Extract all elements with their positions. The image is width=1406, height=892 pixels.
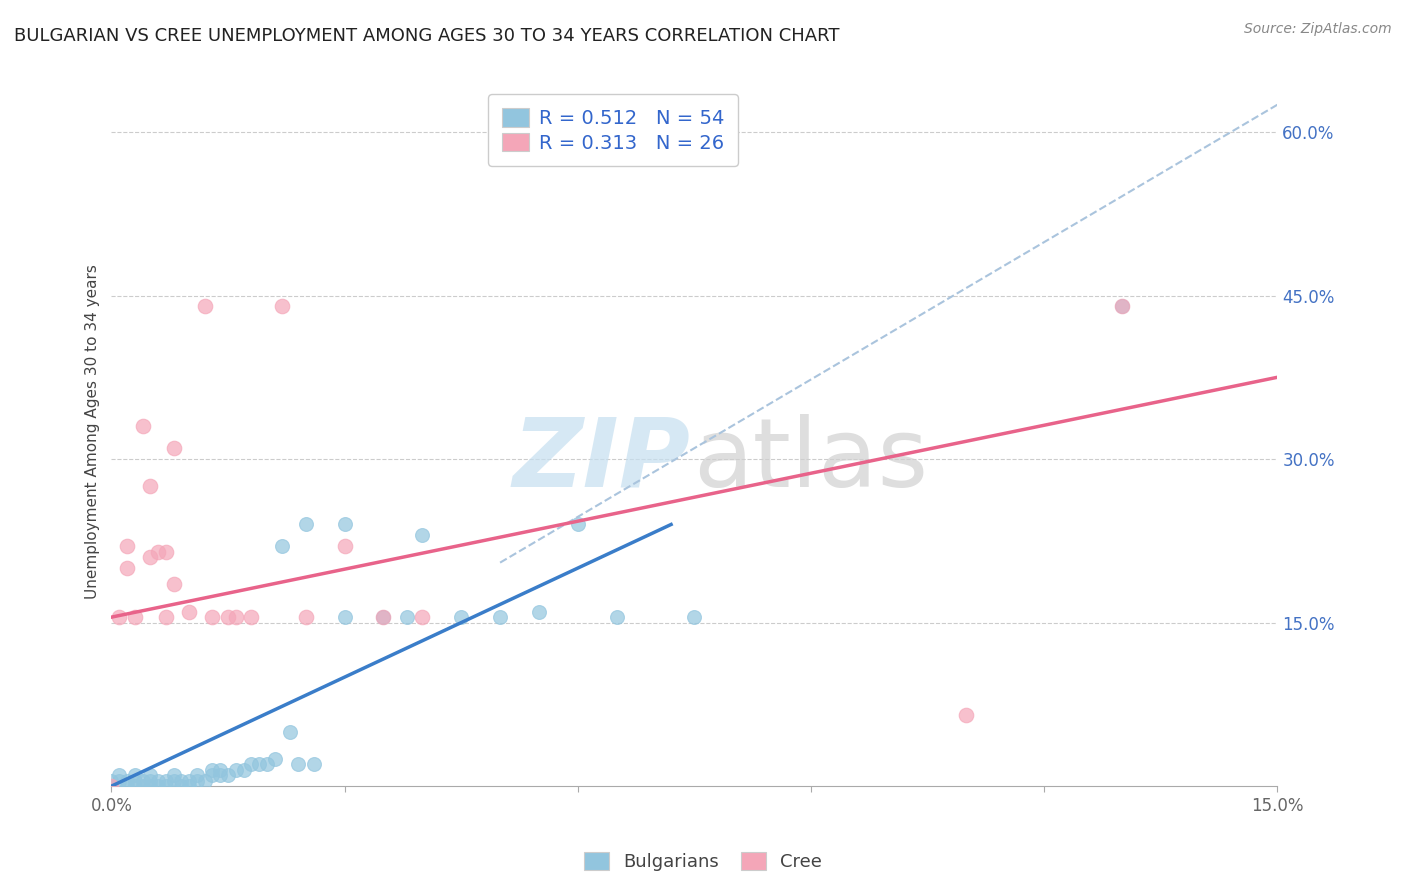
Text: BULGARIAN VS CREE UNEMPLOYMENT AMONG AGES 30 TO 34 YEARS CORRELATION CHART: BULGARIAN VS CREE UNEMPLOYMENT AMONG AGE… bbox=[14, 27, 839, 45]
Point bbox=[124, 768, 146, 782]
Point bbox=[567, 517, 589, 532]
Point bbox=[108, 610, 131, 624]
Point bbox=[100, 773, 122, 788]
Point bbox=[302, 757, 325, 772]
Point bbox=[162, 773, 184, 788]
Point bbox=[287, 757, 309, 772]
Point bbox=[271, 539, 294, 553]
Point bbox=[333, 610, 356, 624]
Point bbox=[373, 610, 395, 624]
Point bbox=[278, 724, 301, 739]
Point bbox=[201, 763, 224, 777]
Point bbox=[201, 610, 224, 624]
Point bbox=[139, 773, 162, 788]
Point bbox=[139, 779, 162, 793]
Point bbox=[194, 300, 217, 314]
Point bbox=[162, 768, 184, 782]
Y-axis label: Unemployment Among Ages 30 to 34 years: Unemployment Among Ages 30 to 34 years bbox=[86, 264, 100, 599]
Point bbox=[225, 610, 247, 624]
Point bbox=[411, 610, 433, 624]
Point bbox=[1111, 300, 1133, 314]
Point bbox=[124, 610, 146, 624]
Point bbox=[155, 773, 177, 788]
Point bbox=[179, 773, 201, 788]
Point bbox=[100, 779, 122, 793]
Point bbox=[194, 773, 217, 788]
Text: Source: ZipAtlas.com: Source: ZipAtlas.com bbox=[1244, 22, 1392, 37]
Point bbox=[683, 610, 706, 624]
Point bbox=[225, 763, 247, 777]
Point bbox=[240, 610, 263, 624]
Point bbox=[294, 517, 316, 532]
Point bbox=[115, 539, 138, 553]
Point bbox=[395, 610, 418, 624]
Point bbox=[146, 779, 169, 793]
Point bbox=[170, 779, 193, 793]
Point bbox=[294, 610, 316, 624]
Point bbox=[155, 545, 177, 559]
Point bbox=[263, 752, 285, 766]
Point bbox=[146, 545, 169, 559]
Point bbox=[955, 708, 977, 723]
Point bbox=[155, 779, 177, 793]
Point bbox=[108, 773, 131, 788]
Point bbox=[115, 779, 138, 793]
Point bbox=[271, 300, 294, 314]
Point bbox=[155, 610, 177, 624]
Point bbox=[411, 528, 433, 542]
Point bbox=[209, 768, 232, 782]
Point bbox=[247, 757, 270, 772]
Legend: Bulgarians, Cree: Bulgarians, Cree bbox=[576, 846, 830, 879]
Point bbox=[186, 773, 208, 788]
Point bbox=[179, 779, 201, 793]
Point bbox=[606, 610, 628, 624]
Point bbox=[139, 550, 162, 565]
Point bbox=[489, 610, 512, 624]
Point bbox=[162, 441, 184, 455]
Point bbox=[124, 773, 146, 788]
Point bbox=[201, 768, 224, 782]
Point bbox=[131, 779, 153, 793]
Point bbox=[115, 561, 138, 575]
Point bbox=[240, 757, 263, 772]
Point bbox=[373, 610, 395, 624]
Point bbox=[527, 605, 550, 619]
Point bbox=[333, 539, 356, 553]
Point bbox=[139, 479, 162, 493]
Point bbox=[108, 768, 131, 782]
Point bbox=[217, 610, 239, 624]
Point bbox=[170, 773, 193, 788]
Point bbox=[179, 605, 201, 619]
Point bbox=[186, 768, 208, 782]
Point bbox=[162, 577, 184, 591]
Point bbox=[139, 768, 162, 782]
Point bbox=[217, 768, 239, 782]
Point bbox=[450, 610, 472, 624]
Text: atlas: atlas bbox=[693, 414, 928, 507]
Point bbox=[124, 779, 146, 793]
Point bbox=[333, 517, 356, 532]
Point bbox=[146, 773, 169, 788]
Point bbox=[232, 763, 254, 777]
Point bbox=[115, 773, 138, 788]
Text: ZIP: ZIP bbox=[512, 414, 690, 507]
Point bbox=[1111, 300, 1133, 314]
Point bbox=[131, 419, 153, 434]
Point bbox=[256, 757, 278, 772]
Legend: R = 0.512   N = 54, R = 0.313   N = 26: R = 0.512 N = 54, R = 0.313 N = 26 bbox=[488, 95, 738, 166]
Point bbox=[209, 763, 232, 777]
Point bbox=[131, 773, 153, 788]
